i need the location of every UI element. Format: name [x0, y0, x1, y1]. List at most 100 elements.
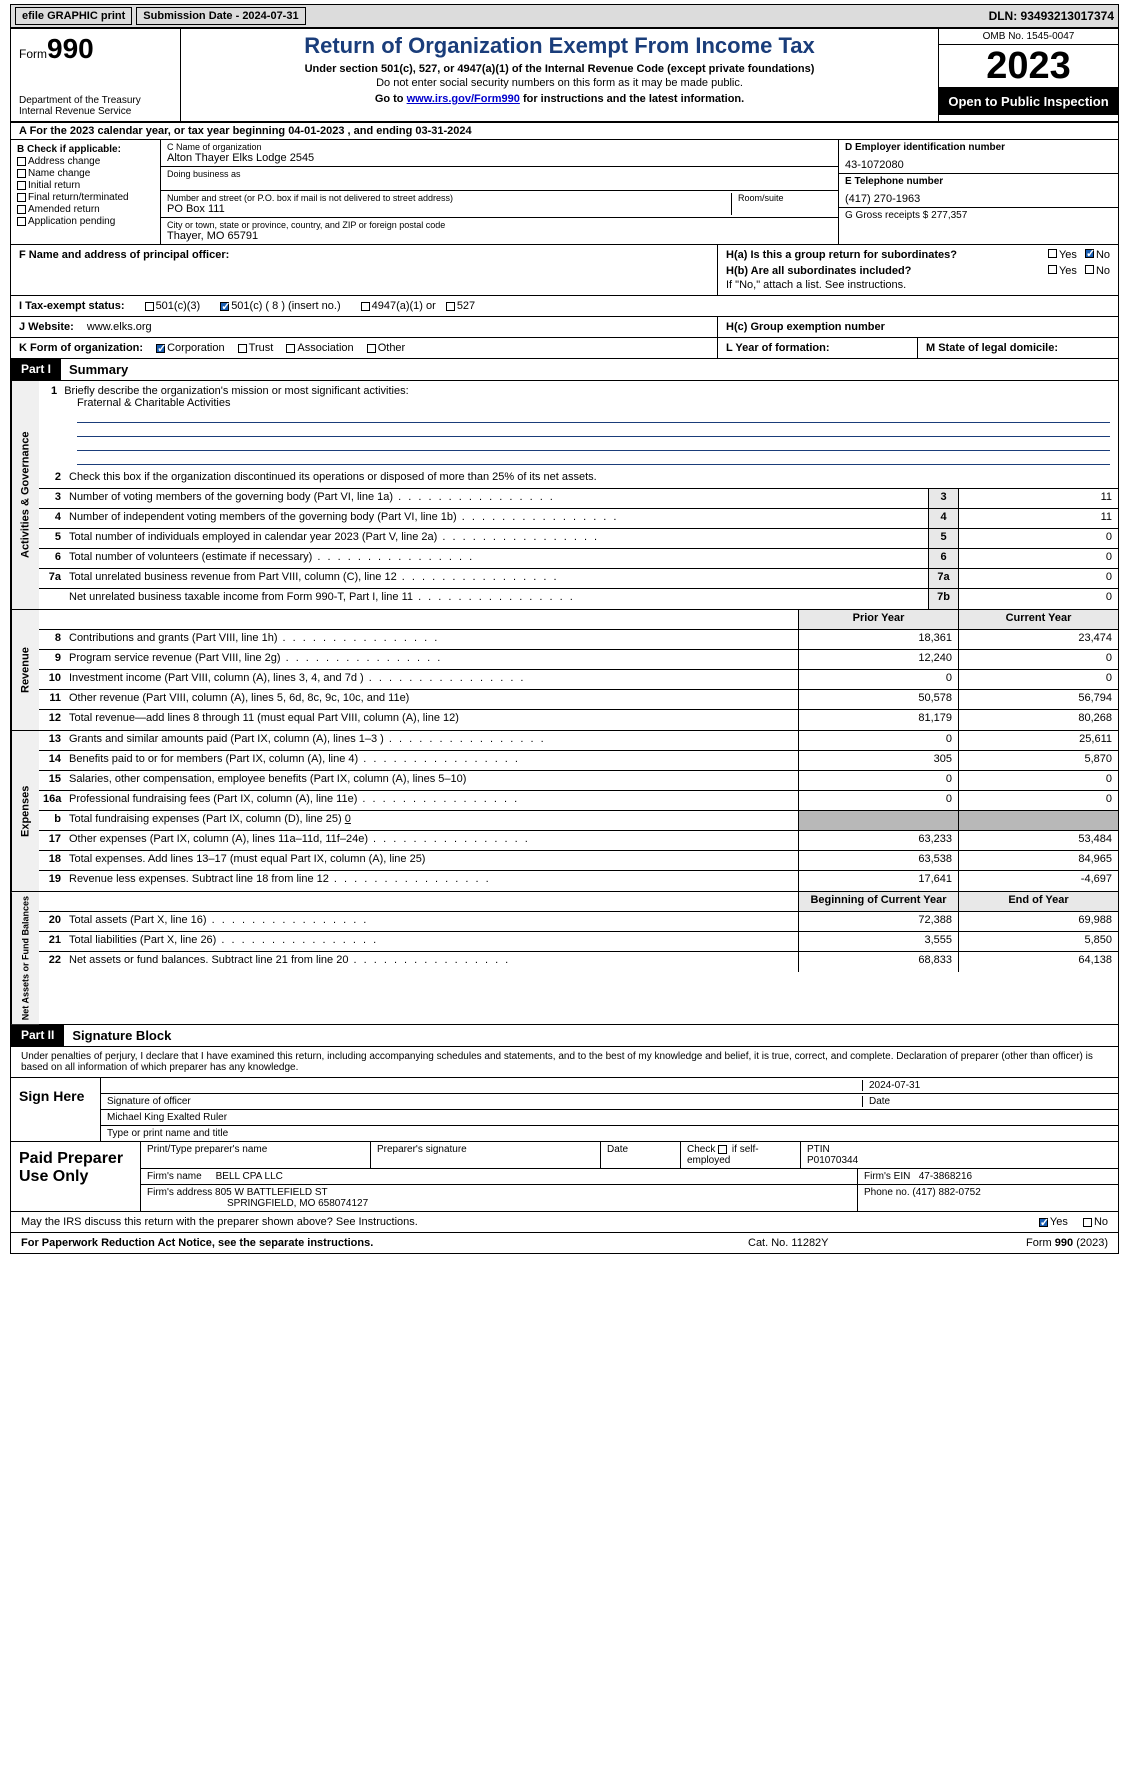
line-9-curr: 0: [958, 650, 1118, 669]
prep-ptin: PTINP01070344: [801, 1142, 1118, 1168]
line-17-num: 17: [39, 831, 65, 850]
line-21-beg: 3,555: [798, 932, 958, 951]
phone-label: E Telephone number: [845, 176, 1112, 187]
hb-yes-chk[interactable]: [1048, 265, 1057, 274]
website-label: J Website:: [19, 321, 74, 333]
chk-final-return[interactable]: Final return/terminated: [17, 192, 154, 203]
efile-button[interactable]: efile GRAPHIC print: [15, 7, 132, 25]
line-19-prior: 17,641: [798, 871, 958, 891]
line-17-text: Other expenses (Part IX, column (A), lin…: [65, 831, 798, 850]
line-7b-text: Net unrelated business taxable income fr…: [65, 589, 928, 609]
part1-header-row: Part I Summary: [11, 359, 1118, 381]
line-9-text: Program service revenue (Part VIII, line…: [65, 650, 798, 669]
form-word: Form: [19, 47, 47, 61]
line-15-prior: 0: [798, 771, 958, 790]
line-21-end: 5,850: [958, 932, 1118, 951]
chk-trust[interactable]: [238, 344, 247, 353]
chk-amended-return[interactable]: Amended return: [17, 204, 154, 215]
line-9-num: 9: [39, 650, 65, 669]
firm-ein: Firm's EIN 47-3868216: [858, 1169, 1118, 1184]
line-16a-text: Professional fundraising fees (Part IX, …: [65, 791, 798, 810]
line-22-beg: 68,833: [798, 952, 958, 972]
discuss-no-chk[interactable]: [1083, 1218, 1092, 1227]
line-14-num: 14: [39, 751, 65, 770]
line-16b-num: b: [39, 811, 65, 830]
chk-527[interactable]: [446, 302, 455, 311]
sig-date-label: Date: [862, 1096, 1112, 1107]
row-j-website: J Website: www.elks.org H(c) Group exemp…: [11, 317, 1118, 338]
line-8-text: Contributions and grants (Part VIII, lin…: [65, 630, 798, 649]
firm-address: Firm's address 805 W BATTLEFIELD STSPRIN…: [141, 1185, 858, 1211]
line-21-num: 21: [39, 932, 65, 951]
website-value: www.elks.org: [87, 321, 152, 333]
chk-501c[interactable]: [220, 302, 229, 311]
line-3-val: 11: [958, 489, 1118, 508]
governance-section: Activities & Governance 1 Briefly descri…: [11, 381, 1118, 610]
line-3-num: 3: [39, 489, 65, 508]
line-15-curr: 0: [958, 771, 1118, 790]
chk-4947[interactable]: [361, 302, 370, 311]
discuss-text: May the IRS discuss this return with the…: [21, 1216, 418, 1228]
ha-no-chk[interactable]: [1085, 249, 1094, 258]
form-org-label: K Form of organization:: [19, 342, 143, 354]
chk-501c3[interactable]: [145, 302, 154, 311]
line-20-beg: 72,388: [798, 912, 958, 931]
part1-title: Summary: [61, 359, 136, 380]
irs-link[interactable]: www.irs.gov/Form990: [407, 93, 520, 105]
line-5-text: Total number of individuals employed in …: [65, 529, 928, 548]
room-label: Room/suite: [738, 193, 832, 203]
dln-text: DLN: 93493213017374: [989, 9, 1114, 23]
line-20-num: 20: [39, 912, 65, 931]
line-12-num: 12: [39, 710, 65, 730]
line-11-text: Other revenue (Part VIII, column (A), li…: [65, 690, 798, 709]
expenses-tab: Expenses: [11, 731, 39, 891]
line-7a-num: 7a: [39, 569, 65, 588]
sign-date: 2024-07-31: [862, 1080, 1112, 1091]
line-12-curr: 80,268: [958, 710, 1118, 730]
chk-other[interactable]: [367, 344, 376, 353]
chk-association[interactable]: [286, 344, 295, 353]
omb-number: OMB No. 1545-0047: [939, 29, 1118, 45]
row-i-tax-status: I Tax-exempt status: 501(c)(3) 501(c) ( …: [11, 296, 1118, 317]
chk-name-change[interactable]: Name change: [17, 168, 154, 179]
org-name: Alton Thayer Elks Lodge 2545: [167, 152, 832, 164]
form-ref: Form 990 (2023): [928, 1237, 1108, 1249]
chk-application-pending[interactable]: Application pending: [17, 216, 154, 227]
line-8-prior: 18,361: [798, 630, 958, 649]
line-20-text: Total assets (Part X, line 16): [65, 912, 798, 931]
prior-year-hdr: Prior Year: [798, 610, 958, 629]
hb-no-chk[interactable]: [1085, 265, 1094, 274]
line-17-curr: 53,484: [958, 831, 1118, 850]
line-16b-curr: [958, 811, 1118, 830]
expenses-section: Expenses 13Grants and similar amounts pa…: [11, 731, 1118, 892]
paperwork-notice: For Paperwork Reduction Act Notice, see …: [21, 1237, 748, 1249]
chk-address-change[interactable]: Address change: [17, 156, 154, 167]
officer-name: Michael King Exalted Ruler: [107, 1112, 227, 1123]
chk-initial-return[interactable]: Initial return: [17, 180, 154, 191]
line-16a-curr: 0: [958, 791, 1118, 810]
line-22-text: Net assets or fund balances. Subtract li…: [65, 952, 798, 972]
line-16a-num: 16a: [39, 791, 65, 810]
gross-receipts: G Gross receipts $ 277,357: [845, 210, 1112, 221]
discuss-yes-chk[interactable]: [1039, 1218, 1048, 1227]
hb-label: H(b) Are all subordinates included?: [726, 265, 1048, 277]
line-3-text: Number of voting members of the governin…: [65, 489, 928, 508]
name-label: C Name of organization: [167, 142, 832, 152]
row-k-form-org: K Form of organization: Corporation Trus…: [11, 338, 1118, 359]
chk-self-employed[interactable]: [718, 1145, 727, 1154]
inspection-badge: Open to Public Inspection: [939, 88, 1118, 115]
part2-badge: Part II: [11, 1025, 64, 1046]
submission-date-button[interactable]: Submission Date - 2024-07-31: [136, 7, 305, 25]
topbar: efile GRAPHIC print Submission Date - 20…: [10, 4, 1119, 28]
line-22-num: 22: [39, 952, 65, 972]
box-d-e-g: D Employer identification number 43-1072…: [838, 140, 1118, 244]
line-5-val: 0: [958, 529, 1118, 548]
chk-corporation[interactable]: [156, 344, 165, 353]
form-subtitle-2: Do not enter social security numbers on …: [189, 77, 930, 89]
line-18-prior: 63,538: [798, 851, 958, 870]
ha-yes-chk[interactable]: [1048, 249, 1057, 258]
phone-value: (417) 270-1963: [845, 187, 1112, 205]
ein-label: D Employer identification number: [845, 142, 1112, 153]
line-10-curr: 0: [958, 670, 1118, 689]
sig-officer-label: Signature of officer: [107, 1096, 862, 1107]
